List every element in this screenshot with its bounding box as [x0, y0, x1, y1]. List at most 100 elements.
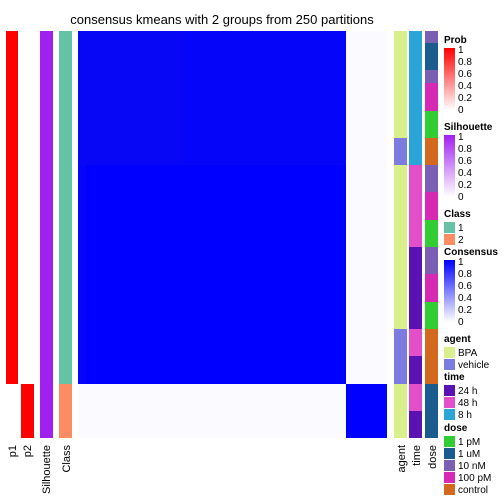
dose-segment	[425, 329, 438, 384]
time-segment	[409, 165, 422, 247]
consensus-block-group-1-group-2	[346, 31, 387, 384]
legend-swatch-dose	[444, 448, 455, 459]
legend-swatch-class	[444, 234, 455, 245]
legend-title-consensus: Consensus	[444, 247, 498, 258]
legend-title-agent: agent	[444, 334, 471, 345]
legend-swatch-time	[444, 385, 455, 396]
legend-tick-prob: 0.8	[458, 57, 472, 68]
legend-swatch-time	[444, 397, 455, 408]
legend-swatch-dose	[444, 472, 455, 483]
chart-title: consensus kmeans with 2 groups from 250 …	[70, 12, 374, 27]
dose-segment	[425, 384, 438, 411]
p1-column-group-1	[6, 31, 18, 384]
consensus-block-group-2-group-1	[78, 384, 346, 438]
legend-swatch-agent	[444, 359, 455, 370]
dose-segment	[425, 302, 438, 329]
dose-segment	[425, 83, 438, 111]
legend-label-dose: 1 uM	[458, 449, 480, 460]
agent-segment	[394, 165, 407, 329]
annotation-columns	[6, 31, 438, 438]
legend-label-dose: control	[458, 485, 488, 496]
agent-segment	[394, 384, 407, 438]
legend-swatch-class	[444, 222, 455, 233]
dose-segment	[425, 165, 438, 192]
p1-column-group-2	[6, 384, 18, 438]
dose-segment	[425, 220, 438, 247]
legend-label-class: 1	[458, 223, 464, 234]
legend-label-class: 2	[458, 235, 464, 246]
legend-tick-consensus: 0	[458, 317, 464, 328]
legend-tick-silhouette: 1	[458, 132, 464, 143]
time-segment	[409, 384, 422, 411]
dose-segment	[425, 192, 438, 220]
dose-segment	[425, 111, 438, 138]
legend-tick-consensus: 0.4	[458, 293, 472, 304]
dose-segment	[425, 138, 438, 165]
agent-segment	[394, 329, 407, 384]
consensus-heatmap	[78, 31, 387, 438]
column-label-class: Class	[61, 445, 73, 473]
legend-tick-silhouette: 0.4	[458, 168, 472, 179]
legend-tick-prob: 0.6	[458, 69, 472, 80]
silhouette-column	[40, 31, 53, 438]
column-label-p1: p1	[7, 445, 19, 457]
dose-segment	[425, 411, 438, 438]
legend-label-time: 8 h	[458, 410, 472, 421]
dose-segment	[425, 43, 438, 70]
legend-label-agent: BPA	[458, 348, 478, 359]
legend-tick-consensus: 0.8	[458, 269, 472, 280]
consensus-subcluster-shade	[182, 31, 346, 165]
class-column-group-1	[59, 31, 72, 384]
legend-title-dose: dose	[444, 423, 468, 434]
legends: Prob10.80.60.40.20Silhouette10.80.60.40.…	[444, 35, 498, 496]
legend-tick-prob: 1	[458, 45, 464, 56]
legend-tick-consensus: 0.2	[458, 305, 472, 316]
time-segment	[409, 329, 422, 356]
column-label-dose: dose	[427, 445, 439, 469]
column-label-p2: p2	[22, 445, 34, 457]
consensus-subcluster-shade	[78, 31, 182, 165]
legend-gradient-silhouette	[444, 135, 455, 197]
legend-tick-silhouette: 0.8	[458, 144, 472, 155]
legend-gradient-prob	[444, 48, 455, 110]
consensus-subcluster-shade	[78, 165, 86, 384]
p2-column-group-1	[21, 31, 34, 384]
time-segment	[409, 31, 422, 165]
legend-label-dose: 100 pM	[458, 473, 491, 484]
legend-swatch-dose	[444, 436, 455, 447]
legend-tick-consensus: 1	[458, 257, 464, 268]
legend-tick-prob: 0.4	[458, 81, 472, 92]
legend-swatch-dose	[444, 460, 455, 471]
legend-title-time: time	[444, 372, 465, 383]
p2-column-group-2	[21, 384, 34, 438]
time-segment	[409, 247, 422, 329]
legend-tick-silhouette: 0	[458, 192, 464, 203]
class-column-group-2	[59, 384, 72, 438]
legend-swatch-agent	[444, 347, 455, 358]
agent-segment	[394, 138, 407, 165]
column-label-agent: agent	[396, 445, 408, 473]
legend-swatch-dose	[444, 484, 455, 495]
legend-tick-silhouette: 0.2	[458, 180, 472, 191]
legend-tick-consensus: 0.6	[458, 281, 472, 292]
column-labels: p1 p2 Silhouette Class agent time dose	[7, 445, 439, 494]
legend-title-class: Class	[444, 209, 471, 220]
dose-segment	[425, 247, 438, 274]
legend-title-prob: Prob	[444, 35, 467, 46]
legend-label-time: 48 h	[458, 398, 477, 409]
agent-segment	[394, 31, 407, 138]
legend-label-dose: 10 nM	[458, 461, 486, 472]
dose-segment	[425, 274, 438, 302]
column-label-time: time	[411, 445, 423, 466]
column-label-silhouette: Silhouette	[41, 445, 53, 494]
time-segment	[409, 411, 422, 438]
consensus-block-group-2-group-2	[346, 384, 387, 438]
legend-label-time: 24 h	[458, 386, 477, 397]
legend-swatch-time	[444, 409, 455, 420]
legend-label-agent: vehicle	[458, 360, 490, 371]
dose-segment	[425, 70, 438, 83]
legend-tick-prob: 0.2	[458, 93, 472, 104]
dose-segment	[425, 31, 438, 43]
legend-gradient-consensus	[444, 260, 455, 322]
